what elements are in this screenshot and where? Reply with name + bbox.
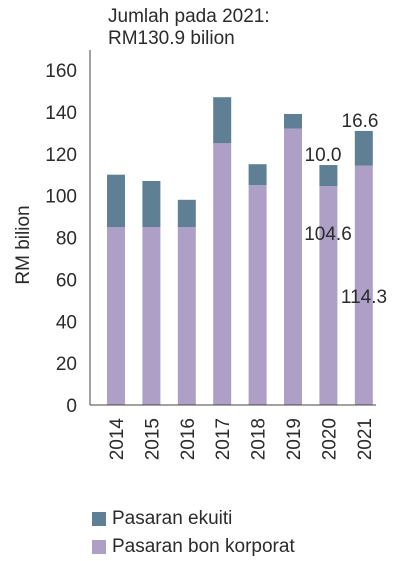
x-tick-label: 2019 (284, 418, 305, 460)
bar-2021-pasaran-ekuiti (354, 130, 373, 166)
y-tick-label: 40 (56, 312, 77, 333)
legend-item-bond: Pasaran bon korporat (92, 533, 295, 561)
bar-2015-pasaran-bon-korporat (142, 227, 161, 405)
y-tick-label: 20 (56, 354, 77, 375)
bar-2020-pasaran-ekuiti (319, 165, 338, 186)
y-tick-label: 0 (66, 396, 77, 417)
x-tick-label: 2014 (107, 418, 128, 461)
data-label: 114.3 (341, 287, 387, 308)
x-tick-label: 2018 (249, 418, 270, 460)
legend: Pasaran ekuiti Pasaran bon korporat (92, 505, 295, 561)
bar-2019-pasaran-ekuiti (284, 113, 302, 129)
x-tick-label: 2016 (178, 418, 199, 460)
y-tick-label: 80 (56, 229, 77, 250)
bar-2014-pasaran-ekuiti (107, 174, 125, 228)
y-axis-label: RM bilion (13, 205, 34, 284)
data-label: 104.6 (304, 224, 352, 245)
bar-2014-pasaran-bon-korporat (107, 227, 125, 405)
legend-label-bond: Pasaran bon korporat (112, 536, 295, 557)
bar-2018-pasaran-bon-korporat (248, 185, 267, 405)
bar-2017-pasaran-bon-korporat (213, 143, 232, 405)
data-labels: 10.0 104.6 16.6 114.3 (304, 111, 387, 308)
legend-swatch-bond (92, 540, 106, 554)
bar-2021-pasaran-bon-korporat (354, 165, 373, 405)
x-tick-label: 2015 (142, 418, 163, 460)
legend-swatch-equity (92, 512, 106, 526)
chart-title-line1: Jumlah pada 2021: (108, 6, 270, 27)
y-tick-label: 60 (56, 270, 77, 291)
legend-item-equity: Pasaran ekuiti (92, 505, 295, 533)
y-tick-label: 100 (45, 187, 77, 208)
y-tick-label: 140 (45, 103, 77, 124)
bar-2018-pasaran-ekuiti (248, 164, 267, 186)
x-ticks: 2014 2015 2016 2017 2018 2019 2020 2021 (107, 418, 376, 461)
x-tick-label: 2017 (213, 418, 234, 460)
bars (107, 97, 373, 405)
x-tick-label: 2021 (355, 418, 376, 460)
x-tick-label: 2020 (319, 418, 340, 460)
bar-2015-pasaran-ekuiti (142, 180, 161, 228)
bar-2020-pasaran-bon-korporat (319, 185, 338, 405)
bar-2016-pasaran-ekuiti (177, 199, 196, 228)
bar-2017-pasaran-ekuiti (213, 97, 232, 144)
legend-label-equity: Pasaran ekuiti (112, 508, 233, 529)
chart-title-line2: RM130.9 bilion (108, 28, 235, 49)
bar-2019-pasaran-bon-korporat (284, 128, 302, 405)
data-label: 10.0 (305, 145, 342, 166)
data-label: 16.6 (342, 111, 379, 132)
y-tick-label: 160 (45, 61, 77, 82)
y-ticks: 0 20 40 60 80 100 120 140 160 (45, 61, 77, 417)
bar-2016-pasaran-bon-korporat (177, 227, 196, 405)
y-tick-label: 120 (45, 145, 77, 166)
